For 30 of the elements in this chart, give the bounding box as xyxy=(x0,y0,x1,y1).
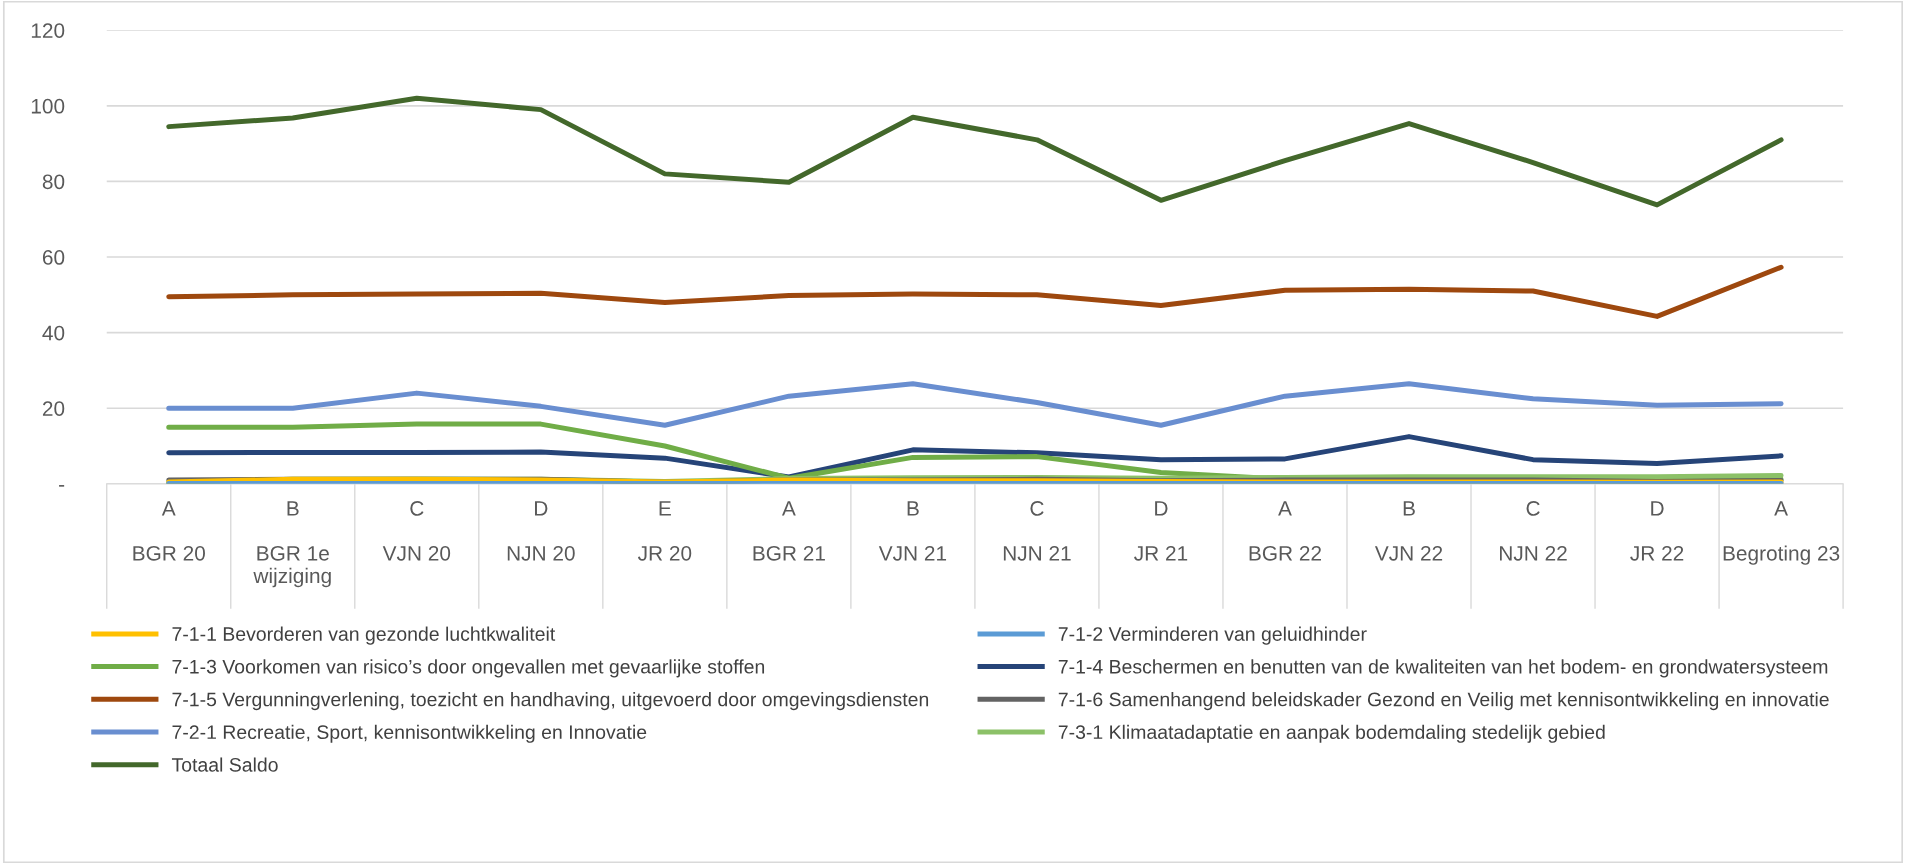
category-label: C NJN 21 xyxy=(1003,501,1071,561)
y-tick-label: - xyxy=(59,485,65,487)
legend-label: Totaal Saldo xyxy=(171,757,278,772)
category-label: B VJN 21 xyxy=(878,501,947,561)
legend-label: 7-1-5 Vergunningverlening, toezicht en handhaving, uitgevoerd door omgevingsdiensten xyxy=(172,692,929,711)
legend-label: 7-1-4 Beschermen en benutten van de kwaliteiten van het bodem- en grondwatersysteem xyxy=(1058,659,1828,678)
category-label: C NJN 22 xyxy=(1500,501,1567,561)
y-tick-label: 100 xyxy=(31,98,65,114)
category-label: B VJN 22 xyxy=(1374,501,1443,561)
category-label: D JR 21 xyxy=(1134,501,1188,561)
category-label: A BGR 21 xyxy=(753,501,825,561)
legend-label: 7-1-1 Bevorderen van gezonde luchtkwaliteit xyxy=(172,626,556,645)
category-label: E JR 20 xyxy=(637,501,692,561)
y-tick-label: 60 xyxy=(42,250,65,265)
category-label: C VJN 20 xyxy=(382,501,451,561)
category-label: D JR 22 xyxy=(1630,501,1684,561)
y-tick-label: 80 xyxy=(42,174,65,190)
legend-label: 7-1-2 Verminderen van geluidhinder xyxy=(1058,626,1367,645)
category-label: A Begroting 23 xyxy=(1723,501,1840,565)
category-label: A BGR 20 xyxy=(133,501,205,561)
category-label: D NJN 20 xyxy=(507,501,575,561)
legend-label: 7-2-1 Recreatie, Sport, kennisontwikkeling en Innovatie xyxy=(172,724,647,743)
category-label: A BGR 22 xyxy=(1249,501,1321,561)
y-tick-label: 40 xyxy=(42,325,65,341)
legend-label: 7-1-3 Voorkomen van risico’s door ongevallen met gevaarlijke stoffen xyxy=(172,659,765,678)
y-tick-label: 120 xyxy=(31,23,65,38)
legend-label: 7-1-6 Samenhangend beleidskader Gezond en Veilig met kennisontwikkeling en innovatie xyxy=(1058,692,1829,711)
y-tick-label: 20 xyxy=(42,401,65,416)
category-label: B BGR 1e wijziging xyxy=(253,501,331,588)
legend-label: 7-3-1 Klimaatadaptatie en aanpak bodemdaling stedelijk gebied xyxy=(1058,724,1605,743)
